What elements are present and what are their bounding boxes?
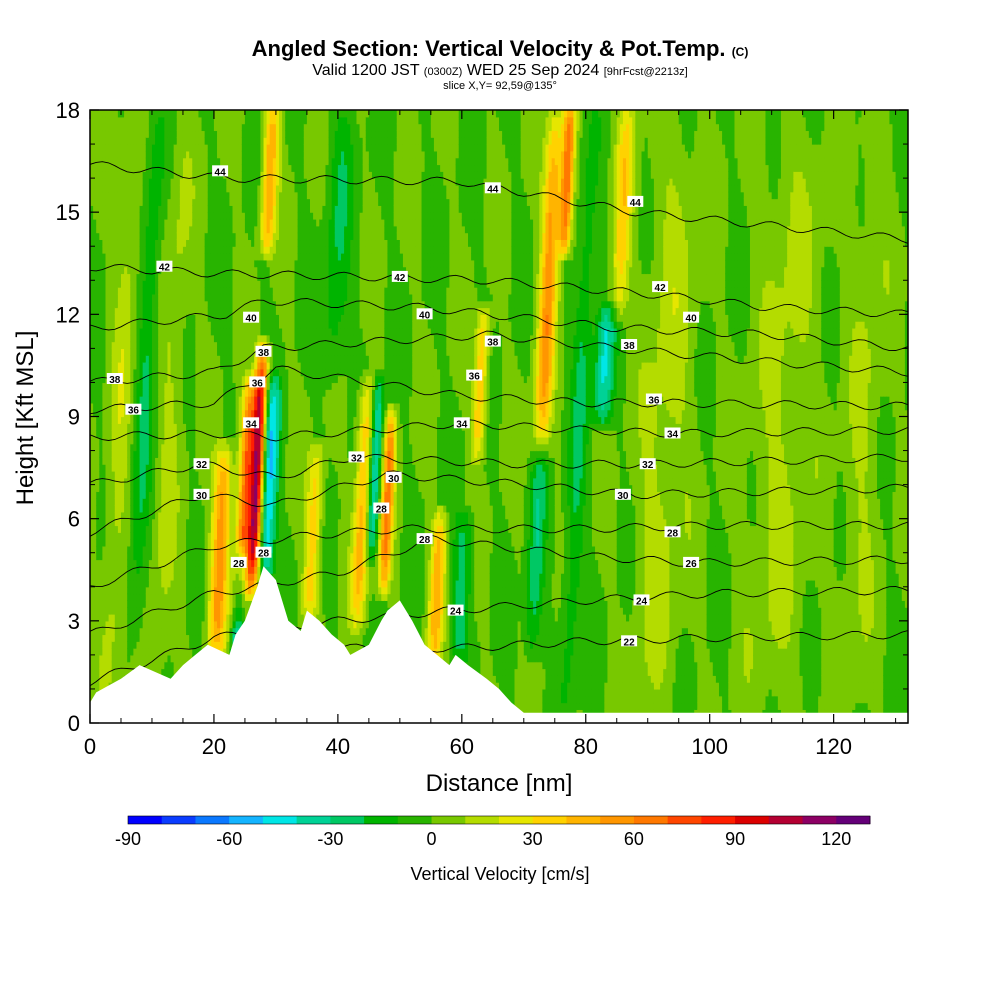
- cross-section-chart: 44444442424240 40 40383838 383636363634 3434…: [0, 0, 1000, 1000]
- velocity-field: [90, 103, 909, 723]
